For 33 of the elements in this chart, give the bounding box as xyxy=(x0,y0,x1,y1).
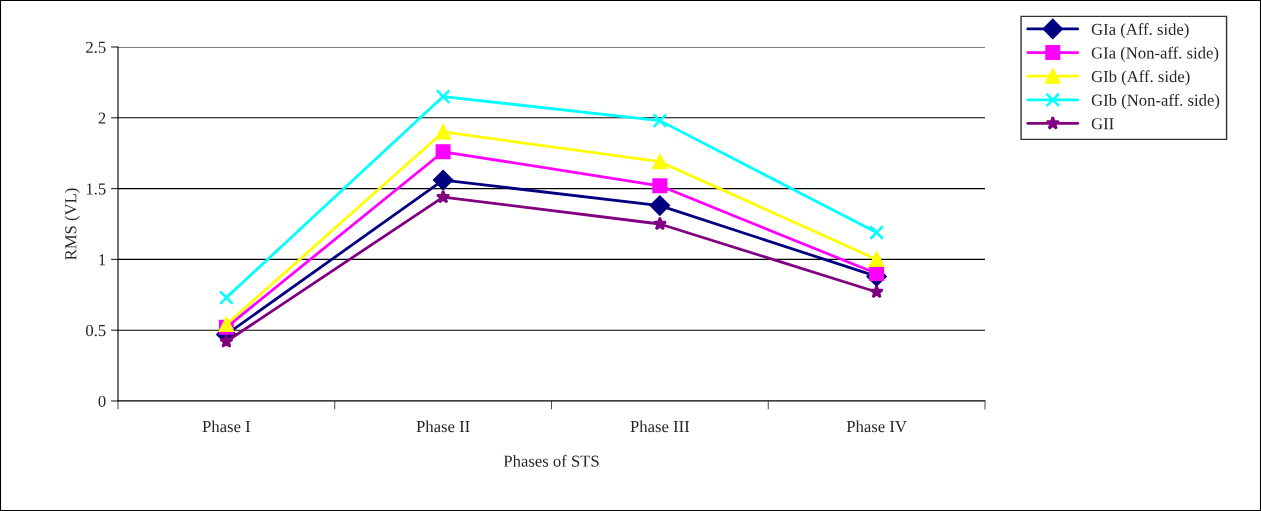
point xyxy=(652,154,668,170)
point xyxy=(433,170,454,191)
point xyxy=(435,189,451,204)
legend-label: GIb (Non-aff. side) xyxy=(1091,93,1220,110)
x-tick-label: Phase III xyxy=(630,420,690,433)
y-tick-label: 1.5 xyxy=(86,183,106,195)
y-tick-label: 2 xyxy=(98,112,106,124)
point xyxy=(218,290,234,306)
x-tick-label: Phase IV xyxy=(846,420,907,433)
legend-label: GIb (Aff. side) xyxy=(1091,70,1190,86)
x-axis-title: Phases of STS xyxy=(503,454,599,467)
point xyxy=(219,334,234,348)
point xyxy=(649,195,670,216)
legend-label: GII xyxy=(1091,118,1114,130)
y-tick-label: 0 xyxy=(98,395,106,407)
point xyxy=(435,89,451,105)
x-tick-label: Phase II xyxy=(416,420,470,433)
y-tick-label: 2.5 xyxy=(86,41,106,54)
x-tick-label: Phase I xyxy=(202,420,251,433)
legend-label: GIa (Non-aff. side) xyxy=(1091,46,1219,62)
point xyxy=(869,266,885,282)
point xyxy=(869,284,884,299)
y-tick-label: 1 xyxy=(99,254,106,266)
y-axis-title: RMS (VL) xyxy=(64,188,80,260)
point xyxy=(652,216,668,231)
point xyxy=(652,113,668,129)
legend-label: GIa (Aff. side) xyxy=(1091,23,1189,39)
point xyxy=(435,124,451,140)
point xyxy=(869,251,885,267)
point xyxy=(435,144,451,160)
point xyxy=(869,225,885,240)
point xyxy=(652,178,668,194)
y-tick-label: 0.5 xyxy=(86,324,106,337)
